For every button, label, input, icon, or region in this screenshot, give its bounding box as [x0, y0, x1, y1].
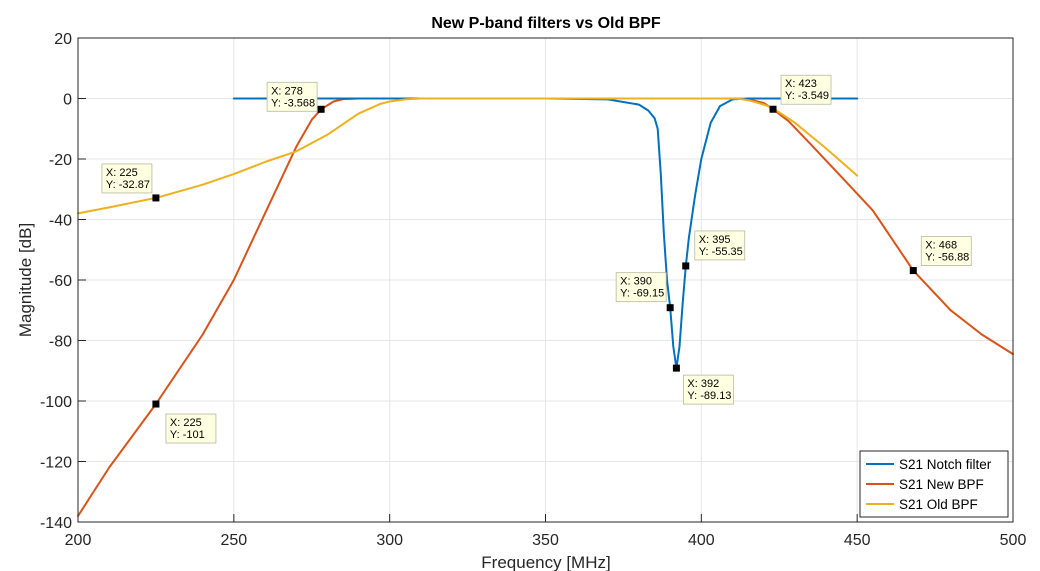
y-tick-label: -20: [49, 152, 72, 169]
y-tick-label: -80: [49, 334, 72, 351]
data-tip-text: Y: -89.13: [687, 390, 731, 402]
data-tip-text: Y: -101: [170, 429, 205, 441]
x-tick-label: 400: [688, 532, 715, 549]
data-tip-box: [101, 163, 153, 194]
data-point-marker[interactable]: [769, 105, 777, 113]
chart-title: New P-band filters vs Old BPF: [431, 15, 661, 32]
data-point-marker[interactable]: [317, 105, 325, 113]
data-tip-text: X: 390: [620, 276, 652, 288]
data-point-marker[interactable]: [152, 400, 160, 408]
data-tip-text: X: 225: [106, 167, 138, 179]
data-point-marker[interactable]: [672, 364, 680, 372]
legend-label-s21-notch-filter: S21 Notch filter: [899, 457, 992, 472]
x-tick-label: 200: [65, 532, 92, 549]
x-tick-label: 350: [532, 532, 559, 549]
data-tip-box: [615, 272, 667, 303]
y-tick-label: 0: [63, 92, 72, 109]
y-tick-label: 20: [54, 31, 72, 48]
legend-label-s21-new-bpf: S21 New BPF: [899, 477, 984, 492]
x-tick-label: 500: [1000, 532, 1027, 549]
data-tip-box: [694, 230, 746, 261]
data-tip-text: X: 392: [687, 378, 719, 390]
data-point-marker[interactable]: [152, 194, 160, 202]
data-tip-box: [780, 74, 832, 105]
axis-ticks: 200 250 300 350 400 450 500200-20-40-60-80-100…: [40, 31, 1026, 549]
y-tick-label: -40: [49, 213, 72, 230]
data-point-marker[interactable]: [909, 267, 917, 275]
data-tip-text: X: 225: [170, 417, 202, 429]
data-tip-text: X: 395: [699, 234, 731, 246]
data-tip-text: Y: -56.88: [925, 252, 969, 264]
data-tip-text: X: 278: [271, 85, 303, 97]
y-tick-label: -100: [40, 394, 72, 411]
series-line-s21-notch-filter: [232, 97, 859, 370]
data-tip-box: [920, 236, 972, 266]
x-tick-label: 250: [220, 532, 247, 549]
data-point-marker[interactable]: [682, 262, 690, 270]
data-tip-text: X: 423: [785, 78, 817, 90]
data-tip-box: [266, 81, 318, 112]
y-tick-label: -60: [49, 273, 72, 290]
data-point-marker[interactable]: [666, 304, 674, 312]
series-line-s21-old-bpf: [77, 97, 859, 215]
y-tick-label: -140: [40, 515, 72, 532]
data-tip-box: [683, 374, 734, 405]
y-tick-label: -120: [40, 455, 72, 472]
data-tip-text: Y: -3.549: [785, 90, 829, 102]
data-tip-text: Y: -55.35: [699, 246, 743, 258]
x-tick-label: 300: [376, 532, 403, 549]
data-tip-text: X: 468: [925, 240, 957, 252]
legend-label-s21-old-bpf: S21 Old BPF: [899, 497, 978, 512]
data-tip-text: Y: -3.568: [271, 97, 315, 109]
data-tip-box: [165, 413, 217, 444]
y-axis-label: Magnitude [dB]: [16, 223, 35, 337]
data-tip-text: Y: -69.15: [620, 288, 664, 300]
series-layer: [77, 97, 1014, 517]
x-axis-label: Frequency [MHz]: [481, 553, 610, 571]
annotation-markers: [152, 105, 917, 408]
legend[interactable]: S21 Notch filter S21 New BPF S21 Old BPF: [859, 450, 1009, 518]
x-tick-label: 450: [844, 532, 871, 549]
data-tip-text: Y: -32.87: [106, 179, 150, 191]
